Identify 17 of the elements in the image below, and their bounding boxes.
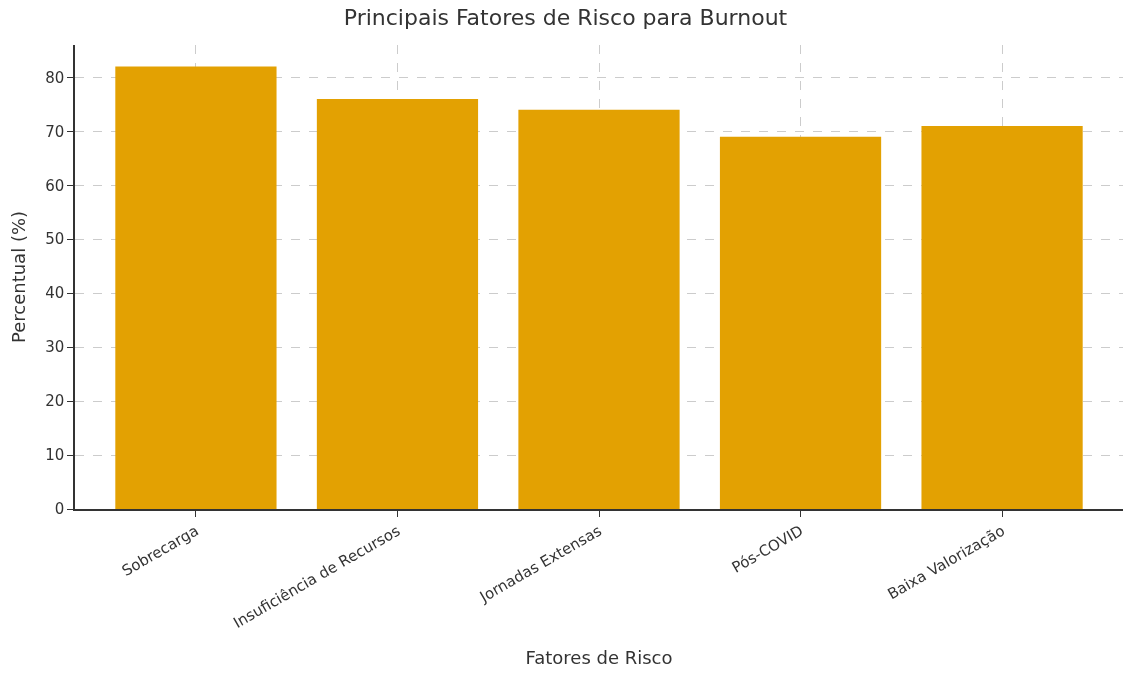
bar [719,136,882,509]
bar [921,125,1083,509]
bar [518,109,680,509]
y-tick-label: 10 [45,446,65,465]
bar [316,98,479,509]
y-tick-label: 30 [45,338,65,357]
bar [115,66,277,509]
y-tick-label: 20 [45,392,65,411]
y-tick-label: 50 [45,230,65,249]
y-axis-title: Percentual (%) [7,210,29,344]
y-tick-label: 60 [45,176,65,195]
y-tick-label: 0 [54,500,65,519]
y-tick-label: 70 [45,122,65,141]
y-tick-label: 80 [45,68,65,87]
y-tick-label: 40 [45,284,65,303]
chart-title: Principais Fatores de Risco para Burnout [343,5,788,31]
x-axis-title: Fatores de Risco [525,646,673,668]
